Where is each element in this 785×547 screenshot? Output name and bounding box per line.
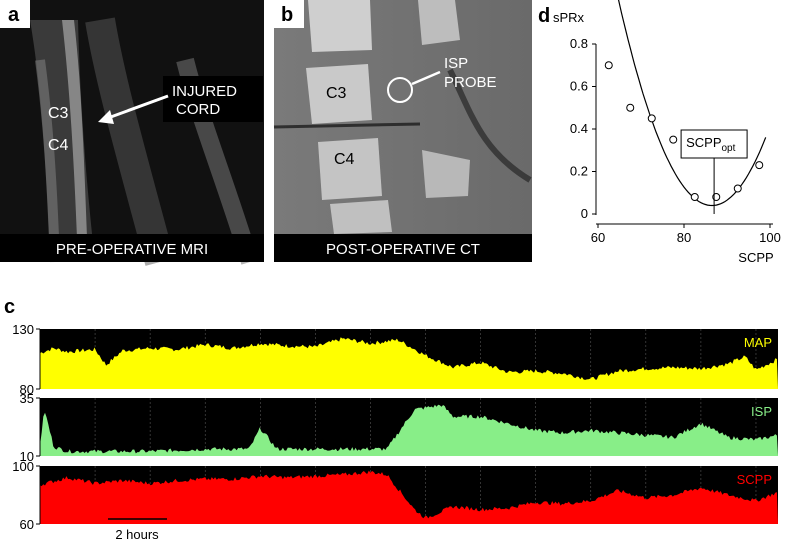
panel-b-letter-box xyxy=(274,0,304,28)
scatter-x-tick-label: 100 xyxy=(759,230,781,245)
scatter-point xyxy=(647,114,656,123)
trace-y-tick-label: 80 xyxy=(20,382,34,397)
ct-vertebra-c2 xyxy=(308,0,372,52)
ct-caption: POST-OPERATIVE CT xyxy=(326,241,480,258)
scale-bar-label: 2 hours xyxy=(115,527,159,542)
ct-posterior-1 xyxy=(418,0,460,45)
scatter-ylabel: sPRx xyxy=(553,10,585,25)
panel-d: d sPRx 00.20.40.60.8 60 80 100 SCPPopt SCP… xyxy=(538,0,781,265)
trace-name-isp: ISP xyxy=(751,404,772,419)
scatter-point xyxy=(690,193,699,201)
scatter-fit-curve xyxy=(617,0,767,207)
mri-callout-line2: CORD xyxy=(176,101,220,118)
mri-caption: PRE-OPERATIVE MRI xyxy=(56,241,208,258)
trace-isp xyxy=(40,404,778,456)
mri-callout-box xyxy=(163,76,263,122)
trace-y-tick-label: 60 xyxy=(20,517,34,532)
ct-vertebra-c3 xyxy=(306,64,372,124)
mri-cord xyxy=(62,20,88,262)
scatter-points xyxy=(604,61,764,201)
ct-caption-box xyxy=(274,234,532,262)
ct-vertebra-c5 xyxy=(330,200,392,234)
trace-strips: 130 80 MAP 35 10 ISP 100 60 SCPP xyxy=(12,322,778,532)
scatter-point xyxy=(604,61,613,70)
trace-name-map: MAP xyxy=(744,335,772,350)
ct-probe-track xyxy=(273,122,421,129)
scatter-point xyxy=(733,184,742,193)
panel-d-letter: d xyxy=(538,5,550,27)
ct-vertebra-c4 xyxy=(318,138,382,200)
scatter-y-tick-label: 0.2 xyxy=(570,164,588,179)
panel-b-letter: b xyxy=(281,4,293,26)
panel-a-letter-box xyxy=(0,0,30,28)
scatter-y-tick-label: 0 xyxy=(581,206,588,221)
scatter-point xyxy=(755,161,764,170)
scpp-opt-box xyxy=(680,129,748,159)
trace-y-tick-label: 100 xyxy=(12,459,34,474)
trace-scpp xyxy=(40,470,778,524)
scatter-y-tick-label: 0.4 xyxy=(570,121,588,136)
mri-callout-line1: INJURED xyxy=(172,83,237,100)
trace-map xyxy=(40,337,778,389)
scpp-opt-sub: opt xyxy=(722,143,736,154)
scatter-y-tick-label: 0.8 xyxy=(570,36,588,51)
scatter-point xyxy=(626,103,635,112)
mri-arrow-head xyxy=(98,110,114,124)
ct-posterior-2 xyxy=(422,150,470,198)
scatter-y-ticks: 0 0.2 0.4 0.6 0.8 xyxy=(570,36,596,221)
mri-caption-box xyxy=(0,234,264,262)
scatter-x-tick-label: 80 xyxy=(677,230,691,245)
panel-c: c 130 80 MAP 35 10 ISP 100 60 SCPP 2 hours xyxy=(4,296,778,542)
panel-c-letter: c xyxy=(4,296,15,318)
ct-probe-circle xyxy=(387,77,413,103)
trace-y-tick-label: 10 xyxy=(20,449,34,464)
trace-name-scpp: SCPP xyxy=(737,472,772,487)
ct-callout-line1: ISP xyxy=(444,55,468,72)
scatter-point xyxy=(669,135,678,144)
scatter-y-tick-label: 0.6 xyxy=(570,79,588,94)
ct-label-c3: C3 xyxy=(326,85,347,102)
mri-label-c4: C4 xyxy=(48,137,69,154)
mri-label-c3: C3 xyxy=(48,105,69,122)
mri-vertebra-column xyxy=(35,59,60,263)
panel-a-letter: a xyxy=(8,4,20,26)
trace-y-tick-label: 35 xyxy=(20,391,34,406)
scpp-opt-main: SCPP xyxy=(686,135,721,150)
panel-b: b C3 C4 ISP PROBE POST-OPERATIVE CT xyxy=(273,0,532,262)
ct-edge xyxy=(447,68,532,183)
scatter-x-ticks: 60 80 100 xyxy=(591,224,781,245)
ct-callout-line2: PROBE xyxy=(444,74,497,91)
mri-arrow-shaft xyxy=(107,94,169,120)
scpp-opt-label: SCPPopt xyxy=(686,135,736,154)
ct-label-c4: C4 xyxy=(334,151,355,168)
scatter-x-tick-label: 60 xyxy=(591,230,605,245)
ct-probe-pointer xyxy=(411,70,441,86)
scatter-xlabel: SCPP xyxy=(738,250,773,265)
trace-y-tick-label: 130 xyxy=(12,322,34,337)
mri-soft-tissue xyxy=(85,17,175,266)
panel-a: a C3 C4 INJURED CORD PRE-OPERATIVE MRI xyxy=(0,0,264,266)
